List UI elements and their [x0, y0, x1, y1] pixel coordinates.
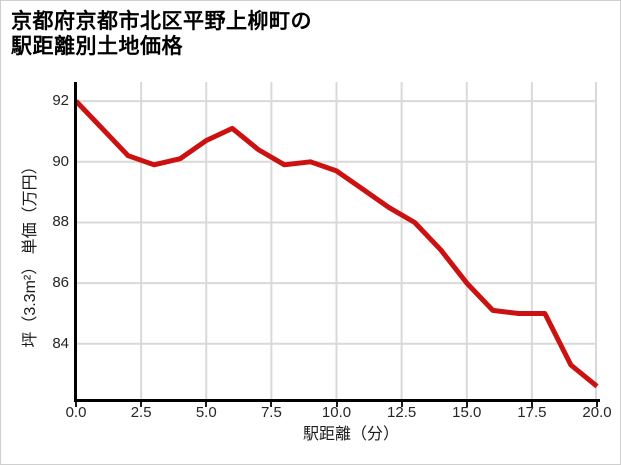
chart-title: 京都府京都市北区平野上柳町の 駅距離別土地価格 — [11, 9, 312, 59]
x-tick-mark — [530, 402, 533, 407]
plot-svg — [74, 82, 599, 399]
gridlines — [76, 82, 597, 399]
x-tick-label: 17.5 — [517, 404, 547, 421]
x-axis-spine — [74, 399, 600, 402]
y-tick-label: 90 — [52, 152, 69, 170]
y-tick-label: 92 — [52, 92, 69, 110]
x-tick-mark — [400, 402, 403, 407]
x-tick-label: 10.0 — [321, 404, 352, 421]
x-tick-label: 20.0 — [582, 404, 612, 421]
plot-area — [74, 82, 599, 399]
y-tick-label: 84 — [52, 334, 69, 352]
x-tick-mark — [335, 402, 338, 407]
x-tick-label: 15.0 — [452, 404, 482, 421]
x-tick-mark — [465, 402, 468, 407]
chart-title-line1: 京都府京都市北区平野上柳町の — [11, 10, 312, 33]
x-tick-label: 5.0 — [195, 404, 217, 421]
y-tick-label: 86 — [52, 274, 69, 292]
x-tick-label: 12.5 — [387, 404, 417, 421]
x-tick-mark — [205, 402, 208, 407]
x-tick-mark — [140, 402, 143, 407]
x-tick-mark — [270, 402, 273, 407]
x-tick-label: 0.0 — [65, 404, 87, 421]
x-tick-label: 2.5 — [130, 404, 152, 421]
y-axis-spine — [74, 82, 77, 402]
price-line — [74, 99, 599, 389]
y-axis-title: 坪（3.3m²） 単価（万円） — [22, 158, 39, 348]
x-tick-mark — [75, 402, 77, 407]
x-tick-label: 7.5 — [260, 404, 282, 421]
y-tick-label: 88 — [52, 213, 69, 231]
x-tick-mark — [596, 402, 598, 407]
chart-title-line2: 駅距離別土地価格 — [11, 35, 183, 58]
x-axis-title: 駅距離（分） — [302, 426, 399, 443]
